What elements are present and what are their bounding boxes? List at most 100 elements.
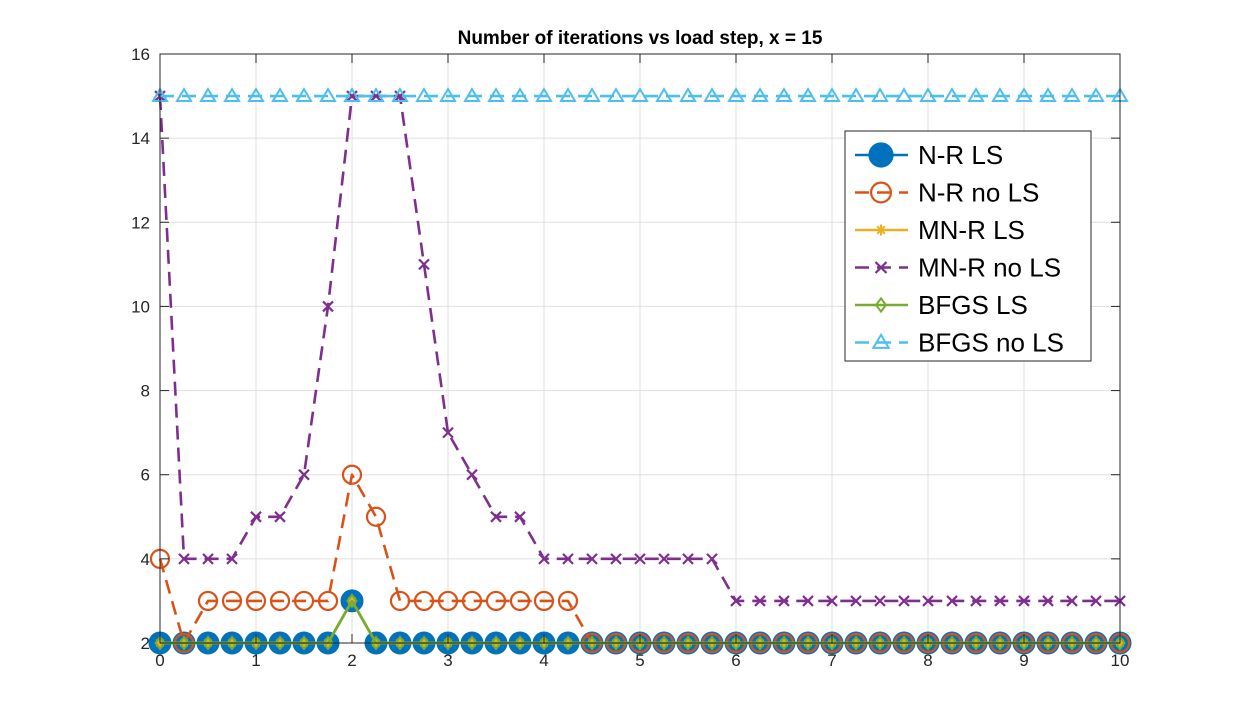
data-point bbox=[197, 590, 219, 612]
data-point bbox=[706, 635, 718, 651]
data-point bbox=[898, 595, 910, 607]
data-point bbox=[1015, 87, 1033, 102]
data-point bbox=[946, 595, 958, 607]
data-point bbox=[1114, 635, 1126, 651]
data-point bbox=[317, 590, 339, 612]
legend-item: BFGS LS bbox=[855, 290, 1028, 320]
chart-title: Number of iterations vs load step, x = 1… bbox=[458, 28, 823, 49]
data-point bbox=[802, 635, 814, 651]
data-point bbox=[226, 635, 238, 651]
data-point bbox=[437, 590, 459, 612]
legend-label: N-R LS bbox=[918, 140, 1003, 170]
data-point bbox=[221, 590, 243, 612]
data-point bbox=[778, 635, 790, 651]
data-point bbox=[682, 553, 694, 565]
data-point bbox=[461, 590, 483, 612]
data-point bbox=[751, 87, 769, 102]
x-tick-label: 5 bbox=[635, 651, 644, 670]
data-point bbox=[895, 87, 913, 102]
legend-item: MN-R LS bbox=[855, 215, 1025, 245]
data-point bbox=[874, 595, 886, 607]
data-point bbox=[439, 87, 457, 102]
data-point bbox=[538, 635, 550, 651]
data-point bbox=[706, 553, 718, 565]
data-point bbox=[607, 87, 625, 102]
data-point bbox=[634, 635, 646, 651]
legend-box bbox=[844, 130, 1092, 362]
legend-label: N-R no LS bbox=[918, 178, 1039, 208]
data-point bbox=[562, 635, 574, 651]
y-tick-label: 6 bbox=[141, 466, 150, 485]
series-line bbox=[158, 94, 1120, 603]
legend-item: N-R LS bbox=[855, 140, 1003, 170]
data-point bbox=[394, 635, 406, 651]
data-point bbox=[394, 90, 406, 102]
x-tick-label: 6 bbox=[731, 651, 740, 670]
data-point bbox=[658, 635, 670, 651]
x-tick-label: 4 bbox=[539, 651, 548, 670]
data-point bbox=[250, 511, 262, 523]
data-point bbox=[874, 261, 888, 274]
data-point bbox=[274, 635, 286, 651]
x-tick-label: 3 bbox=[443, 651, 452, 670]
data-point bbox=[418, 635, 430, 651]
series-4 bbox=[154, 90, 1126, 607]
data-point bbox=[322, 635, 334, 651]
data-point bbox=[511, 87, 529, 102]
data-point bbox=[293, 590, 315, 612]
data-point bbox=[1042, 635, 1054, 651]
x-tick-label: 10 bbox=[1111, 651, 1130, 670]
legend-item: MN-R no LS bbox=[855, 253, 1061, 283]
x-tick-label: 2 bbox=[347, 651, 356, 670]
data-point bbox=[413, 590, 435, 612]
data-point bbox=[485, 590, 507, 612]
data-point bbox=[295, 87, 313, 102]
data-point bbox=[1066, 635, 1078, 651]
data-point bbox=[583, 87, 601, 102]
data-point bbox=[1090, 595, 1102, 607]
data-point bbox=[991, 87, 1009, 102]
y-tick-label: 2 bbox=[141, 634, 150, 653]
data-point bbox=[586, 635, 598, 651]
data-point bbox=[850, 635, 862, 651]
data-point bbox=[538, 553, 550, 565]
data-point bbox=[967, 87, 985, 102]
data-point bbox=[346, 90, 358, 102]
data-point bbox=[271, 87, 289, 102]
data-point bbox=[415, 87, 433, 102]
data-point bbox=[154, 635, 166, 651]
data-point bbox=[1042, 595, 1054, 607]
data-point bbox=[559, 87, 577, 102]
data-point bbox=[463, 87, 481, 102]
data-point bbox=[922, 635, 934, 651]
data-point bbox=[823, 87, 841, 102]
data-point bbox=[919, 87, 937, 102]
data-point bbox=[1063, 87, 1081, 102]
data-point bbox=[754, 635, 766, 651]
data-point bbox=[298, 468, 310, 481]
y-tick-label: 14 bbox=[131, 129, 150, 148]
data-point bbox=[418, 258, 430, 271]
y-tick-label: 8 bbox=[141, 382, 150, 401]
data-point bbox=[178, 553, 190, 565]
data-point bbox=[970, 595, 982, 607]
legend-item: BFGS no LS bbox=[855, 328, 1064, 358]
data-point bbox=[634, 553, 646, 565]
data-point bbox=[487, 87, 505, 102]
data-point bbox=[874, 635, 886, 651]
data-point bbox=[679, 87, 697, 102]
data-point bbox=[610, 553, 622, 565]
data-point bbox=[322, 300, 334, 313]
data-point bbox=[875, 224, 887, 236]
data-point bbox=[202, 635, 214, 651]
data-point bbox=[199, 87, 217, 102]
data-point bbox=[850, 595, 862, 607]
data-point bbox=[826, 595, 838, 607]
data-point bbox=[1087, 87, 1105, 102]
data-point bbox=[514, 511, 526, 523]
y-tick-label: 4 bbox=[141, 550, 150, 569]
data-point bbox=[730, 595, 742, 607]
data-point bbox=[319, 87, 337, 102]
data-point bbox=[367, 87, 385, 102]
data-point bbox=[610, 635, 622, 651]
